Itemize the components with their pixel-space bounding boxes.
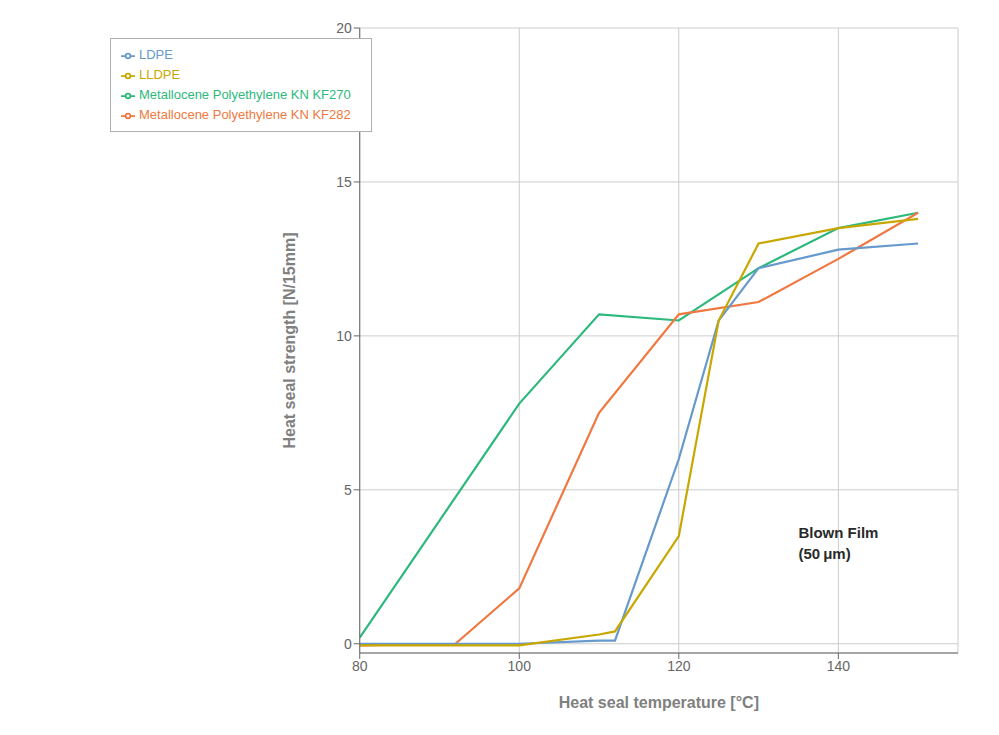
svg-text:120: 120: [667, 658, 691, 674]
svg-text:Heat seal temperature [°C]: Heat seal temperature [°C]: [559, 694, 759, 711]
html-text:LLDPE: LLDPE: [139, 67, 181, 82]
html-text:LDPE: LDPE: [139, 47, 173, 62]
svg-text:Blown Film(50 μm): Blown Film(50 μm): [798, 523, 878, 561]
html-text:Metallocene Polyethylene KN KF: Metallocene Polyethylene KN KF270: [139, 87, 351, 102]
svg-text:15: 15: [336, 174, 352, 190]
svg-text:140: 140: [827, 658, 851, 674]
svg-text:100: 100: [508, 658, 532, 674]
svg-text:0: 0: [344, 636, 352, 652]
html-text:Metallocene Polyethylene KN KF: Metallocene Polyethylene KN KF282: [139, 107, 351, 122]
svg-text:10: 10: [336, 328, 352, 344]
svg-text:80: 80: [352, 658, 368, 674]
svg-text:Heat seal strength [N/15mm]: Heat seal strength [N/15mm]: [281, 232, 298, 448]
svg-text:5: 5: [344, 482, 352, 498]
svg-text:20: 20: [336, 20, 352, 36]
